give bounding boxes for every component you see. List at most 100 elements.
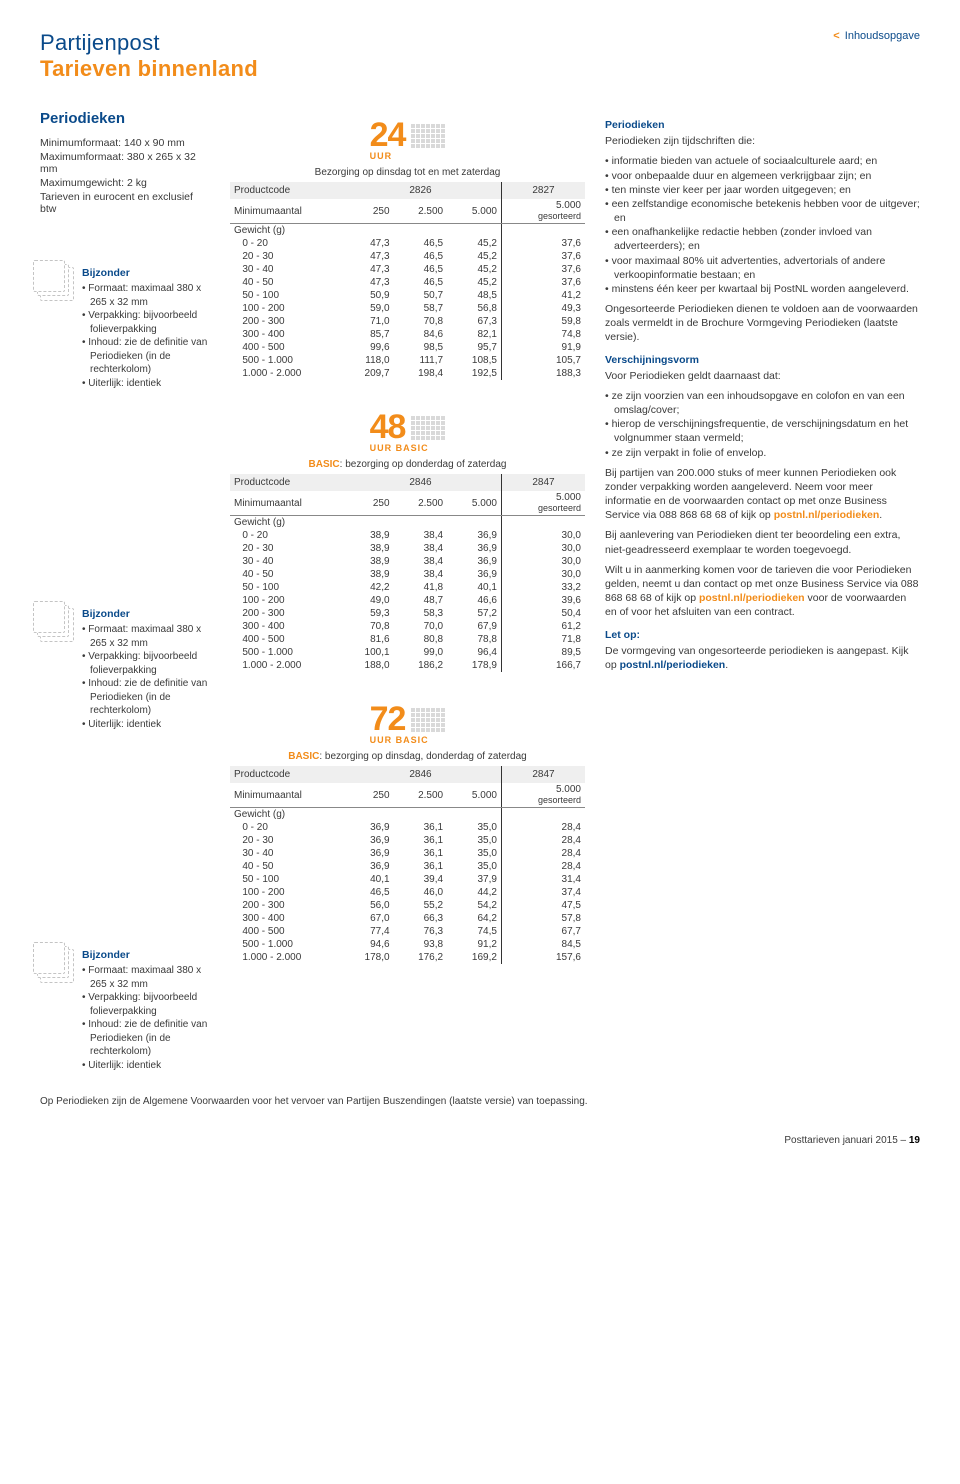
bijzonder-item: Inhoud: zie de definitie van Periodieken… [82,336,210,377]
title-line-1: Partijenpost [40,30,258,56]
weight-cell: 20 - 30 [230,834,340,847]
toc-link[interactable]: < Inhoudsopgave [833,30,920,42]
bijzonder-block: Bijzonder Formaat: maximaal 380 x 265 x … [40,267,210,390]
table-row: Gewicht (g) [230,808,585,822]
value-cell: 38,4 [394,568,448,581]
info-list: informatie bieden van actuele of sociaal… [605,154,920,296]
value-cell: 59,8 [501,315,585,328]
info-list-item: ze zijn voorzien van een inhoudsopgave e… [605,389,920,417]
info-text: Ongesorteerde Periodieken dienen te vold… [605,302,920,345]
delivery-text: BASIC: bezorging op dinsdag, donderdag o… [230,751,585,762]
weight-cell: 1.000 - 2.000 [230,951,340,964]
col-header: 5.000 [447,491,501,516]
weight-cell: 100 - 200 [230,886,340,899]
value-cell: 178,9 [447,659,501,672]
table-row: 100 - 200 46,5 46,0 44,2 37,4 [230,886,585,899]
intro-line: Tarieven in eurocent en exclusief btw [40,191,210,215]
value-cell: 100,1 [340,646,394,659]
value-cell: 46,5 [394,276,448,289]
table-row: 400 - 500 81,6 80,8 78,8 71,8 [230,633,585,646]
table-row: 300 - 400 70,8 70,0 67,9 61,2 [230,620,585,633]
weight-cell: 0 - 20 [230,529,340,542]
value-cell: 91,9 [501,341,585,354]
table-subheader-row: Minimumaantal 250 2.500 5.000 5.000gesor… [230,491,585,516]
weight-cell: 200 - 300 [230,899,340,912]
value-cell: 99,0 [394,646,448,659]
weight-cell: 20 - 30 [230,542,340,555]
table-row: 100 - 200 49,0 48,7 46,6 39,6 [230,594,585,607]
value-cell: 36,1 [394,834,448,847]
table-row: 1.000 - 2.000 188,0 186,2 178,9 166,7 [230,659,585,672]
value-cell: 176,2 [394,951,448,964]
value-cell: 91,2 [447,938,501,951]
bijzonder-item: Formaat: maximaal 380 x 265 x 32 mm [82,964,210,991]
info-heading: Periodieken [605,118,920,132]
table-row: 200 - 300 71,0 70,8 67,3 59,8 [230,315,585,328]
value-cell: 47,3 [340,276,394,289]
bijzonder-title: Bijzonder [82,267,210,279]
col-header: 5.000 [447,783,501,808]
gewicht-label: Gewicht (g) [230,808,340,822]
value-cell: 30,0 [501,568,585,581]
table-row: 40 - 50 47,3 46,5 45,2 37,6 [230,276,585,289]
value-cell: 99,6 [340,341,394,354]
value-cell: 46,5 [394,263,448,276]
bijzonder-item: Uiterlijk: identiek [82,1059,210,1073]
gewicht-label: Gewicht (g) [230,224,340,238]
value-cell: 169,2 [447,951,501,964]
link-periodieken[interactable]: postnl.nl/periodieken [620,659,726,671]
chevron-left-icon: < [833,30,839,42]
minimum-label: Minimumaantal [230,491,340,516]
value-cell: 45,2 [447,237,501,250]
link-periodieken[interactable]: postnl.nl/periodieken [699,592,805,604]
value-cell: 89,5 [501,646,585,659]
table-header-row: Productcode 2846 2847 [230,766,585,783]
weight-cell: 400 - 500 [230,925,340,938]
info-column: Periodieken Periodieken zijn tijdschrift… [605,110,920,1072]
value-cell: 55,2 [394,899,448,912]
intro-line: Minimumformaat: 140 x 90 mm [40,137,210,149]
value-cell: 41,2 [501,289,585,302]
footnote: Op Periodieken zijn de Algemene Voorwaar… [40,1096,920,1107]
intro-line: Maximumformaat: 380 x 265 x 32 mm [40,151,210,175]
value-cell: 71,8 [501,633,585,646]
link-periodieken[interactable]: postnl.nl/periodieken [774,509,880,521]
value-cell: 76,3 [394,925,448,938]
gewicht-label: Gewicht (g) [230,516,340,530]
info-list-item: ten minste vier keer per jaar worden uit… [605,183,920,197]
logo-subtitle: UUR BASIC [370,735,429,745]
minimum-label: Minimumaantal [230,783,340,808]
value-cell: 67,0 [340,912,394,925]
col-header: 2.500 [394,783,448,808]
value-cell: 38,9 [340,529,394,542]
tariff-section-48: 48 UUR BASIC BASIC: bezorging op donderd… [230,408,585,672]
dot-grid-icon [411,708,445,732]
table-row: 500 - 1.000 94,6 93,8 91,2 84,5 [230,938,585,951]
delivery-text: BASIC: bezorging op donderdag of zaterda… [230,459,585,470]
logo-number: 72 [370,700,406,739]
bijzonder-item: Inhoud: zie de definitie van Periodieken… [82,677,210,718]
weight-cell: 40 - 50 [230,860,340,873]
value-cell: 46,5 [340,886,394,899]
value-cell: 166,7 [501,659,585,672]
value-cell: 188,3 [501,367,585,380]
value-cell: 36,9 [340,834,394,847]
table-row: 0 - 20 47,3 46,5 45,2 37,6 [230,237,585,250]
col-header: 250 [340,783,394,808]
table-header-row: Productcode 2826 2827 [230,182,585,199]
value-cell: 61,2 [501,620,585,633]
value-cell: 64,2 [447,912,501,925]
value-cell: 118,0 [340,354,394,367]
stack-icon [40,608,74,642]
table-row: 400 - 500 77,4 76,3 74,5 67,7 [230,925,585,938]
value-cell: 56,8 [447,302,501,315]
info-list-item: minstens één keer per kwartaal bij PostN… [605,282,920,296]
weight-cell: 100 - 200 [230,594,340,607]
value-cell: 36,9 [340,821,394,834]
value-cell: 38,9 [340,568,394,581]
table-row: 1.000 - 2.000 209,7 198,4 192,5 188,3 [230,367,585,380]
value-cell: 108,5 [447,354,501,367]
value-cell: 85,7 [340,328,394,341]
weight-cell: 50 - 100 [230,289,340,302]
value-cell: 38,4 [394,542,448,555]
